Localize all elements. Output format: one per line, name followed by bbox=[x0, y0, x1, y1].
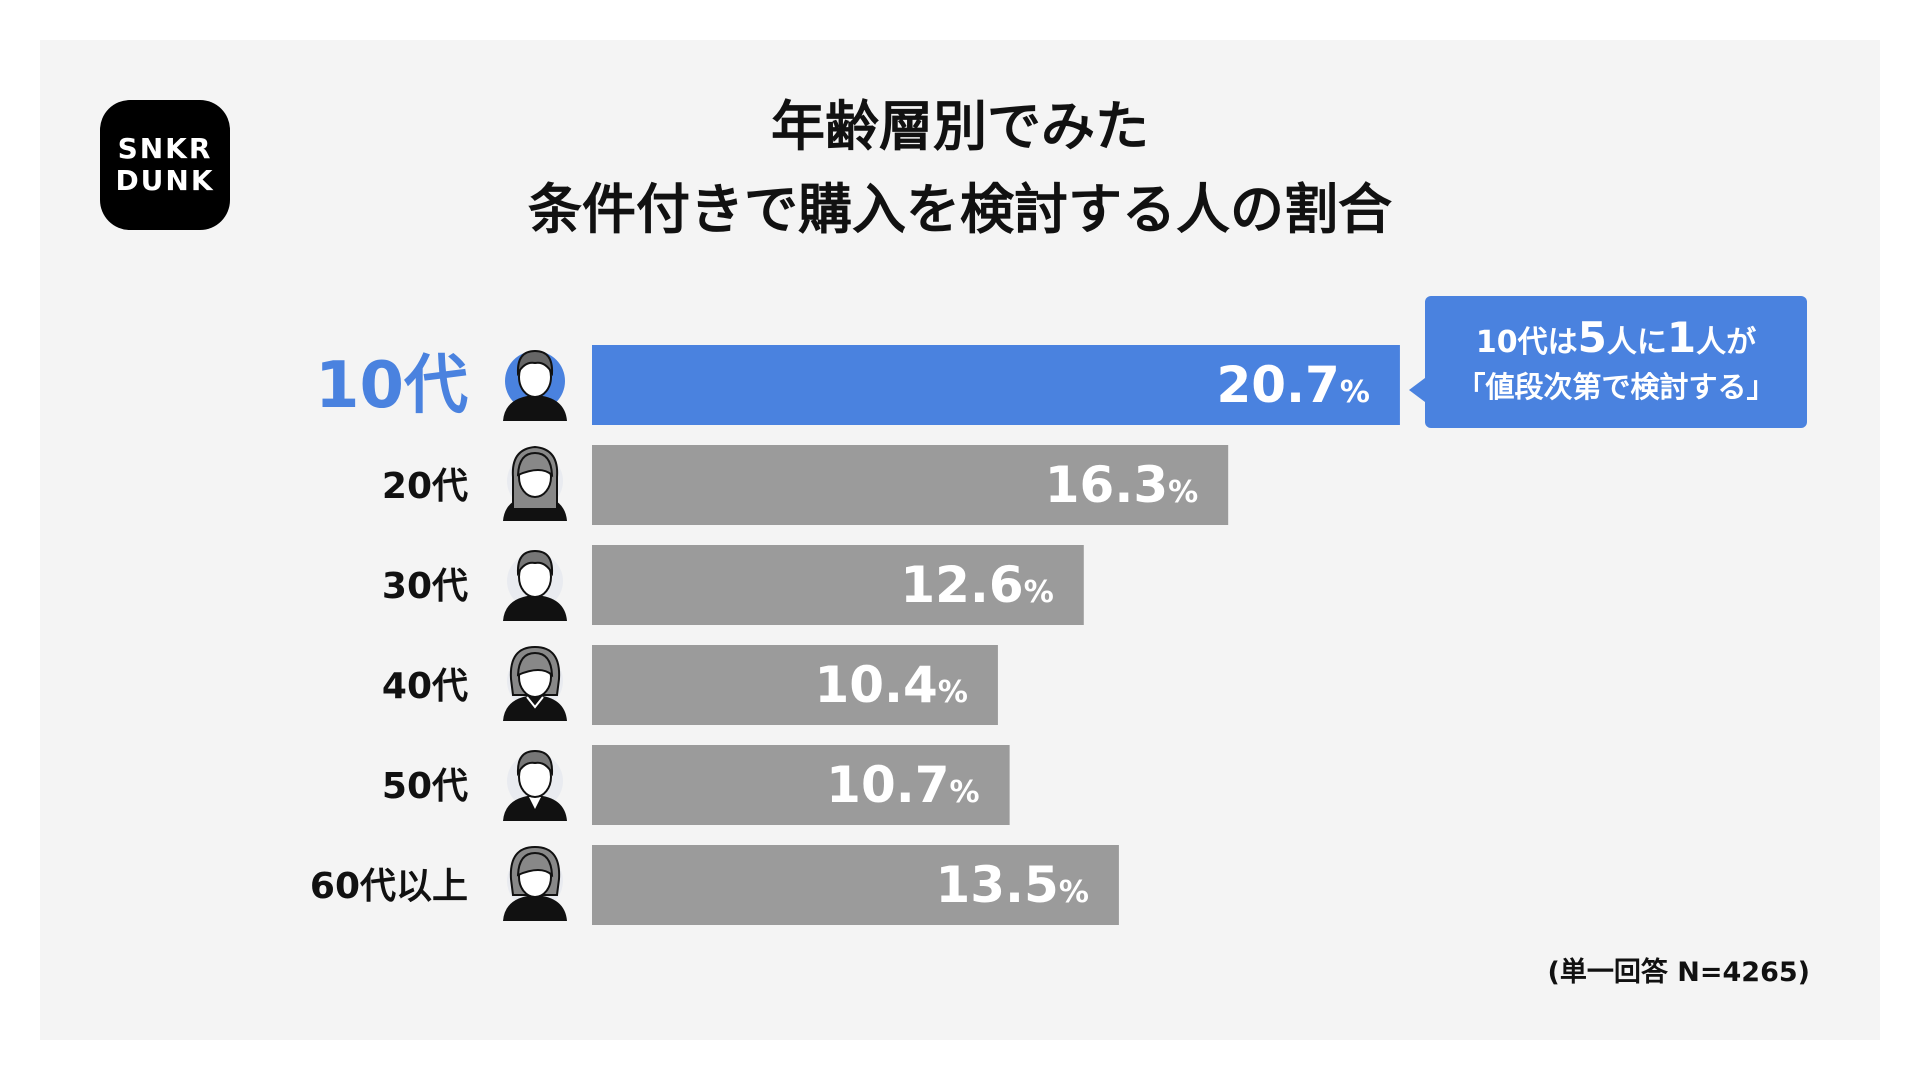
callout-part3: 人が bbox=[1696, 324, 1757, 360]
category-label: 10代 bbox=[315, 349, 468, 423]
person-woman-elder-icon bbox=[503, 845, 567, 921]
logo-line2: DUNK bbox=[115, 164, 215, 197]
callout-line1: 10代は5人に1人が bbox=[1425, 312, 1807, 365]
bar bbox=[592, 645, 998, 725]
bar bbox=[592, 745, 1010, 825]
category-label: 40代 bbox=[382, 666, 468, 707]
person-man-suit-icon bbox=[503, 749, 567, 821]
person-man-icon bbox=[503, 549, 567, 621]
chart-title-line2: 条件付きで購入を検討する人の割合 bbox=[528, 178, 1392, 241]
value-label: 16.3% bbox=[1045, 456, 1198, 514]
category-label: 30代 bbox=[382, 566, 468, 607]
person-short-hair-icon bbox=[503, 349, 567, 421]
chart-title-line1: 年齢層別でみた bbox=[771, 95, 1149, 158]
bar bbox=[592, 845, 1119, 925]
callout-part2: 人に bbox=[1606, 324, 1667, 360]
value-label: 13.5% bbox=[935, 856, 1088, 914]
callout-part1: 10代は bbox=[1475, 324, 1578, 360]
footnote: (単一回答 N=4265) bbox=[1547, 957, 1810, 988]
person-long-hair-icon bbox=[503, 445, 567, 521]
category-label: 50代 bbox=[382, 766, 468, 807]
value-label: 10.7% bbox=[826, 756, 979, 814]
value-label: 10.4% bbox=[814, 656, 967, 714]
bar bbox=[592, 545, 1084, 625]
callout-line2: 「値段次第で検討する」 bbox=[1456, 369, 1776, 404]
category-label: 60代以上 bbox=[310, 866, 468, 907]
callout-num1: 5 bbox=[1577, 312, 1607, 362]
category-label: 20代 bbox=[382, 466, 468, 507]
value-label: 20.7% bbox=[1216, 356, 1369, 414]
snkrdunk-logo: SNKR DUNK bbox=[100, 100, 230, 230]
value-label: 12.6% bbox=[900, 556, 1053, 614]
bar bbox=[592, 345, 1400, 425]
person-woman-bob-icon bbox=[503, 645, 567, 721]
bar bbox=[592, 445, 1229, 525]
logo-line1: SNKR bbox=[117, 132, 213, 165]
callout-bubble: 10代は5人に1人が 「値段次第で検討する」 bbox=[1409, 296, 1807, 428]
callout-num2: 1 bbox=[1666, 312, 1697, 362]
